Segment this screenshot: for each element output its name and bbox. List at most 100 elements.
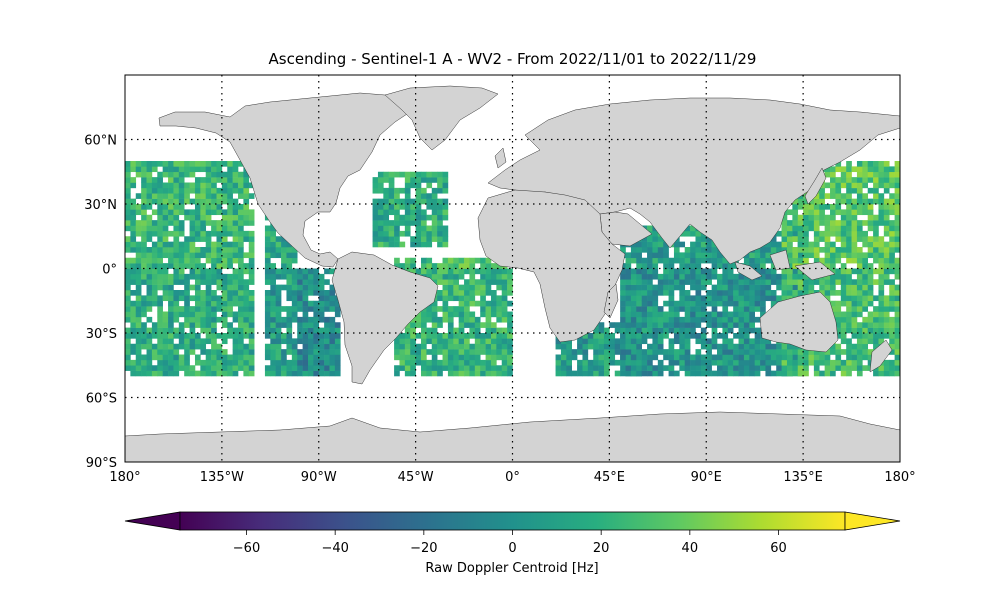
- doppler-cell: [647, 359, 653, 366]
- doppler-cell: [141, 295, 147, 302]
- doppler-cell: [146, 370, 153, 377]
- doppler-cell: [194, 343, 201, 350]
- doppler-cell: [442, 177, 449, 183]
- doppler-cell: [372, 182, 379, 189]
- doppler-cell: [485, 273, 492, 280]
- doppler-cell: [824, 182, 831, 189]
- doppler-cell: [151, 295, 158, 302]
- doppler-cell: [480, 306, 486, 312]
- doppler-cell: [426, 225, 433, 232]
- doppler-cell: [722, 273, 729, 280]
- doppler-cell: [501, 316, 508, 323]
- doppler-cell: [765, 279, 772, 285]
- doppler-cell: [824, 349, 831, 355]
- madagascar-landmass: [603, 283, 619, 319]
- doppler-cell: [426, 273, 433, 280]
- doppler-cell: [437, 322, 443, 328]
- doppler-cell: [781, 343, 788, 350]
- doppler-cell: [318, 365, 325, 371]
- doppler-cell: [464, 322, 470, 328]
- doppler-cell: [835, 273, 842, 280]
- doppler-cell: [878, 316, 885, 323]
- doppler-cell: [657, 290, 664, 296]
- doppler-cell: [431, 306, 438, 312]
- doppler-cell: [270, 230, 276, 237]
- doppler-cell: [711, 343, 718, 350]
- doppler-cell: [582, 333, 589, 339]
- doppler-cell: [673, 311, 680, 318]
- doppler-cell: [141, 198, 147, 205]
- doppler-cell: [480, 295, 486, 302]
- doppler-cell: [873, 230, 879, 237]
- doppler-cell: [840, 295, 847, 302]
- doppler-cell: [894, 338, 900, 345]
- doppler-cell: [760, 247, 766, 253]
- doppler-cell: [437, 316, 443, 323]
- doppler-cell: [770, 236, 777, 242]
- doppler-cell: [221, 333, 228, 339]
- doppler-cell: [781, 359, 788, 366]
- doppler-cell: [173, 333, 180, 339]
- doppler-cell: [889, 193, 895, 199]
- doppler-cell: [318, 343, 325, 350]
- doppler-cell: [620, 279, 626, 285]
- doppler-cell: [221, 290, 228, 296]
- doppler-cell: [162, 354, 169, 361]
- doppler-cell: [141, 187, 147, 194]
- doppler-cell: [867, 225, 874, 232]
- doppler-cell: [722, 343, 729, 350]
- doppler-cell: [846, 187, 852, 194]
- doppler-cell: [216, 204, 223, 210]
- doppler-cell: [630, 338, 637, 345]
- doppler-cell: [404, 327, 411, 334]
- doppler-cell: [437, 306, 443, 312]
- doppler-cell: [324, 290, 330, 296]
- doppler-cell: [200, 252, 207, 259]
- doppler-cell: [813, 354, 820, 361]
- doppler-cell: [221, 209, 228, 216]
- doppler-cell: [571, 370, 578, 377]
- doppler-cell: [743, 284, 750, 291]
- doppler-cell: [168, 166, 174, 173]
- doppler-cell: [377, 225, 384, 232]
- doppler-cell: [717, 311, 723, 318]
- doppler-cell: [426, 193, 433, 199]
- doppler-cell: [873, 177, 879, 183]
- doppler-cell: [657, 333, 664, 339]
- doppler-cell: [135, 284, 142, 291]
- doppler-cell: [760, 300, 766, 307]
- doppler-cell: [867, 333, 874, 339]
- doppler-cell: [743, 327, 750, 334]
- doppler-cell: [162, 230, 169, 237]
- doppler-cell: [211, 193, 217, 199]
- doppler-cell: [469, 311, 476, 318]
- doppler-cell: [151, 187, 158, 194]
- doppler-cell: [291, 311, 298, 318]
- doppler-cell: [431, 359, 438, 366]
- doppler-cell: [404, 171, 411, 178]
- doppler-cell: [566, 354, 572, 361]
- doppler-cell: [663, 257, 669, 264]
- doppler-cell: [421, 214, 427, 221]
- doppler-cell: [372, 230, 379, 237]
- doppler-cell: [679, 279, 686, 285]
- doppler-cell: [211, 177, 217, 183]
- doppler-cell: [792, 273, 799, 280]
- doppler-cell: [151, 290, 158, 296]
- doppler-cell: [178, 311, 185, 318]
- doppler-cell: [835, 204, 842, 210]
- doppler-cell: [157, 161, 163, 167]
- doppler-cell: [690, 263, 696, 269]
- doppler-cell: [447, 284, 454, 291]
- doppler-cell: [582, 359, 589, 366]
- doppler-cell: [813, 209, 820, 216]
- doppler-cell: [598, 327, 605, 334]
- doppler-cell: [851, 225, 858, 232]
- doppler-cell: [781, 220, 788, 226]
- doppler-cell: [856, 349, 863, 355]
- doppler-cell: [318, 284, 325, 291]
- doppler-cell: [679, 354, 686, 361]
- doppler-cell: [194, 209, 201, 216]
- doppler-cell: [469, 354, 476, 361]
- doppler-cell: [770, 359, 777, 366]
